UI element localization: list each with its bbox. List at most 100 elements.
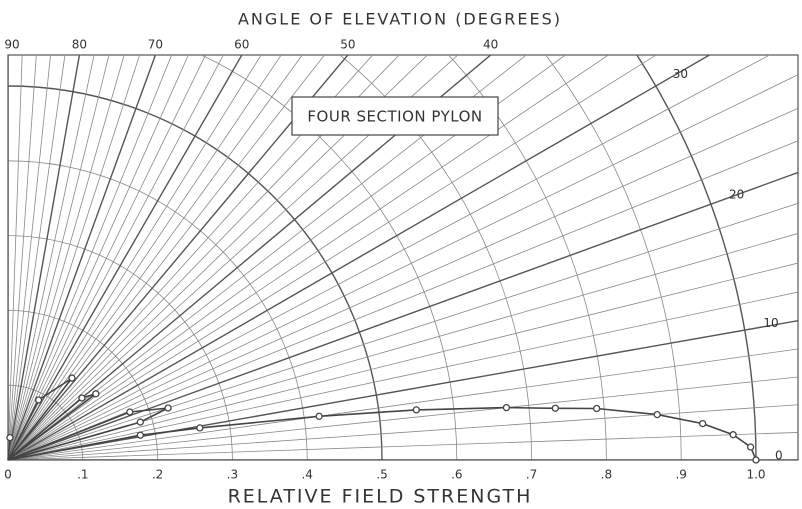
grid-arc (447, 55, 607, 460)
theta-tick-label: 10 (763, 316, 778, 330)
data-point (136, 418, 144, 426)
minor-grid-line (8, 55, 567, 460)
minor-grid-line (8, 55, 325, 460)
minor-grid-line (8, 55, 374, 460)
theta-tick-label: 60 (234, 38, 249, 52)
data-point (6, 433, 14, 442)
minor-grid-line (8, 202, 798, 460)
r-tick-label: .7 (526, 468, 537, 482)
grid-arc (8, 160, 308, 460)
minor-grid-line (8, 55, 23, 460)
data-point (315, 412, 323, 420)
grid-arc (545, 55, 682, 460)
minor-grid-line (8, 55, 224, 460)
data-point (92, 390, 100, 398)
r-tick-label: .2 (152, 468, 163, 482)
minor-grid-line (8, 55, 400, 460)
r-tick-label: 0 (4, 468, 12, 482)
minor-grid-line (8, 55, 173, 460)
minor-grid-line (8, 233, 798, 460)
minor-grid-line (8, 55, 66, 460)
minor-grid-line (8, 55, 528, 460)
grid-group (8, 55, 798, 460)
grid-line (8, 55, 349, 460)
grid-arc (200, 55, 458, 460)
minor-grid-line (8, 262, 798, 460)
r-tick-label: .1 (77, 468, 88, 482)
grid-line (8, 55, 157, 460)
minor-grid-line (8, 55, 110, 460)
r-tick-label: .3 (227, 468, 238, 482)
minor-grid-line (8, 55, 657, 460)
annotation: FOUR SECTION PYLON (307, 108, 482, 126)
theta-tick-label: 80 (72, 38, 87, 52)
theta-tick-label: 70 (148, 38, 163, 52)
grid-arc (8, 85, 383, 460)
r-tick-label: .4 (301, 468, 312, 482)
minor-grid-line (8, 291, 798, 460)
minor-grid-line (8, 55, 459, 460)
data-point (136, 431, 144, 439)
minor-grid-line (8, 107, 798, 460)
grid-line (8, 55, 492, 460)
r-tick-label: .9 (675, 468, 686, 482)
theta-tick-label: 90 (4, 38, 19, 52)
minor-grid-line (8, 55, 125, 460)
data-point (196, 424, 204, 432)
theta-tick-label: 20 (729, 188, 744, 202)
data-point (78, 394, 86, 402)
grid-arc (8, 384, 84, 460)
data-point (593, 404, 601, 413)
data-point (502, 403, 511, 412)
grid-arc (8, 310, 158, 460)
minor-grid-line (8, 55, 189, 460)
data-point (164, 404, 172, 412)
grid-arc (339, 55, 532, 460)
minor-grid-line (8, 140, 798, 460)
data-point (551, 404, 559, 412)
minor-grid-line (8, 55, 206, 460)
r-tick-label: .5 (376, 468, 387, 482)
grid-line (8, 319, 798, 460)
chart-title: ANGLE OF ELEVATION (DEGREES) (238, 10, 562, 29)
minor-grid-line (8, 55, 428, 460)
r-tick-label: 1.0 (746, 468, 765, 482)
grid-line (8, 55, 81, 460)
theta-tick-label: 40 (483, 38, 498, 52)
data-point (729, 431, 737, 439)
minor-grid-line (8, 74, 798, 460)
data-point (68, 374, 76, 382)
data-point (412, 406, 420, 414)
minor-grid-line (8, 404, 798, 460)
grid-line (8, 55, 711, 460)
x-axis-title: RELATIVE FIELD STRENGTH (228, 486, 533, 508)
minor-grid-line (8, 376, 798, 460)
grid-arc (8, 235, 233, 460)
minor-grid-line (8, 55, 771, 460)
data-point (747, 443, 755, 451)
minor-grid-line (8, 55, 610, 460)
minor-grid-line (8, 55, 37, 460)
grid-line (8, 171, 798, 460)
data-point (653, 410, 661, 419)
data-point (699, 419, 707, 428)
theta-tick-label: 0 (775, 449, 783, 463)
minor-grid-line (8, 55, 95, 460)
minor-grid-line (8, 55, 141, 460)
r-tick-label: .6 (451, 468, 462, 482)
theta-tick-label: 30 (673, 67, 688, 81)
minor-grid-line (8, 55, 282, 460)
data-point (34, 396, 43, 404)
theta-tick-label: 50 (340, 38, 355, 52)
minor-grid-line (8, 55, 262, 460)
data-point (752, 456, 760, 464)
minor-grid-line (8, 55, 51, 460)
r-tick-label: .8 (601, 468, 612, 482)
grid-arc (636, 55, 757, 460)
minor-grid-line (8, 55, 303, 460)
grid-line (8, 55, 243, 460)
data-point (126, 408, 134, 416)
minor-grid-line (8, 348, 798, 460)
annotation-box (291, 96, 499, 136)
